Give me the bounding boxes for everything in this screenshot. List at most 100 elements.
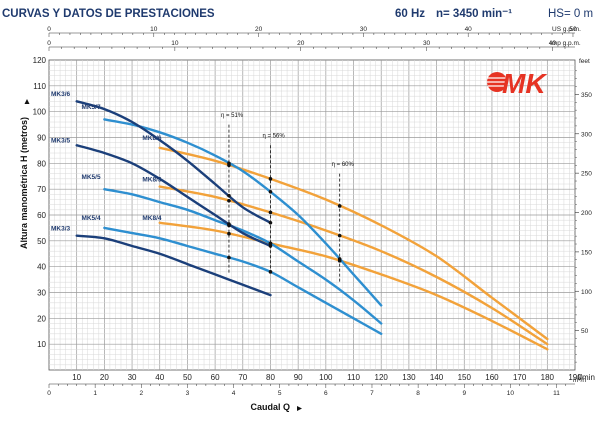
m3h-unit-label: m³/h (573, 377, 586, 384)
x-tick-label: 180 (541, 373, 555, 382)
efficiency-point (268, 270, 273, 274)
curve-label-mk5-7: MK5/7 (81, 104, 101, 111)
curve-label-mk3-3: MK3/3 (51, 226, 71, 233)
efficiency-point (268, 210, 273, 215)
feet-tick-label: 150 (581, 249, 592, 256)
y-tick-label: 110 (33, 82, 46, 91)
efficiency-point (268, 220, 273, 225)
x-axis-arrow-icon (297, 406, 302, 411)
efficiency-point (227, 163, 231, 168)
m3h-tick-label: 7 (370, 390, 374, 397)
x-tick-label: 100 (319, 373, 333, 382)
y-tick-label: 30 (37, 289, 46, 298)
usgpm-unit-label: US g.p.m. (552, 26, 581, 33)
impgpm-unit-label: Imp g.p.m. (550, 40, 581, 47)
usgpm-tick-label: 40 (465, 26, 473, 33)
feet-tick-label: 200 (581, 210, 592, 217)
m3h-tick-label: 5 (278, 390, 282, 397)
efficiency-label-3: η = 60% (332, 162, 355, 168)
curve-label-mk5-4: MK5/4 (81, 215, 101, 222)
m3h-tick-label: 10 (507, 390, 515, 397)
curve-mk8-4 (158, 221, 549, 351)
curve-mk3-5 (75, 144, 272, 248)
curve-label-mk8-4: MK8/4 (142, 215, 162, 222)
impgpm-tick-label: 0 (47, 40, 51, 47)
efficiency-point (268, 189, 273, 194)
chart-title: CURVAS Y DATOS DE PRESTACIONES (2, 8, 215, 20)
efficiency-point (337, 204, 342, 208)
m3h-tick-label: 0 (47, 390, 51, 397)
x-tick-label: 140 (430, 373, 444, 382)
y-tick-label: 90 (37, 134, 46, 143)
y-axis-feet: 50 100 150 200 250 300 350 feet (575, 58, 592, 363)
hs-label: HS= 0 m (548, 8, 593, 20)
curve-mk5-7 (103, 118, 383, 307)
feet-tick-label: 250 (581, 171, 592, 178)
x-tick-label: 10 (72, 373, 81, 382)
x-tick-label: 40 (155, 373, 164, 382)
y-tick-label: 120 (33, 56, 47, 65)
y-tick-label: 40 (37, 263, 46, 272)
usgpm-tick-label: 10 (150, 26, 158, 33)
curve-mk3-3 (75, 234, 272, 297)
curve-mk3-6 (75, 100, 272, 224)
pump-curves: MK3/6 MK3/5 MK3/3 MK5/7 MK5/5 MK5/4 MK8/6 MK8/5… (51, 91, 549, 351)
y-tick-label: 10 (37, 340, 46, 349)
m3h-tick-label: 1 (93, 390, 97, 397)
y-tick-label: 80 (37, 159, 46, 168)
speed-label: n= 3450 min⁻¹ (436, 8, 512, 20)
impgpm-tick-label: 40 (549, 40, 557, 47)
efficiency-point (227, 231, 231, 236)
y-axis-title: Altura manométrica H (metros) (19, 117, 29, 249)
x-tick-label: 170 (513, 373, 527, 382)
efficiency-point (227, 193, 231, 198)
m3h-tick-label: 8 (416, 390, 420, 397)
x-tick-label: 130 (402, 373, 416, 382)
m3h-tick-label: 4 (232, 390, 236, 397)
x-axis-lmin: 10 20 30 40 50 60 70 80 90 100 110 120 130 140 150 160 1… (72, 373, 595, 382)
usgpm-tick-label: 30 (360, 26, 368, 33)
curve-label-mk3-6: MK3/6 (51, 91, 71, 98)
x-axis-title: Caudal Q (250, 402, 290, 412)
efficiency-label-1: η = 51% (221, 113, 244, 119)
m3h-tick-label: 2 (139, 390, 143, 397)
curve-label-mk5-5: MK5/5 (81, 174, 101, 181)
feet-tick-label: 50 (581, 328, 589, 335)
efficiency-point (268, 244, 273, 248)
m3h-tick-label: 6 (324, 390, 328, 397)
grid (48, 59, 576, 371)
m3h-tick-label: 3 (186, 390, 190, 397)
efficiency-point (227, 223, 231, 228)
y-tick-label: 100 (33, 108, 47, 117)
feet-tick-label: 300 (581, 131, 592, 138)
logo-text: MK (502, 68, 547, 99)
efficiency-point (337, 259, 342, 263)
feet-tick-label: 100 (581, 289, 592, 296)
x-tick-label: 30 (128, 373, 137, 382)
curve-mk8-5 (158, 185, 549, 346)
m3h-tick-label: 11 (553, 390, 560, 397)
x-tick-label: 90 (294, 373, 303, 382)
curve-mk5-5 (103, 188, 383, 325)
feet-unit-label: feet (579, 58, 590, 65)
m3h-tick-label: 9 (462, 390, 466, 397)
curve-label-mk8-6: MK8/6 (142, 135, 162, 142)
y-tick-label: 70 (37, 185, 46, 194)
efficiency-point (227, 255, 231, 260)
x-tick-label: 110 (347, 373, 360, 382)
x-tick-label: 20 (100, 373, 109, 382)
x-tick-label: 80 (266, 373, 275, 382)
y-tick-label: 60 (37, 211, 46, 220)
y-tick-label: 20 (37, 314, 46, 323)
x-tick-label: 160 (485, 373, 499, 382)
impgpm-tick-label: 20 (297, 40, 305, 47)
x-tick-label: 120 (375, 373, 389, 382)
y-axis-arrow-icon (24, 99, 30, 104)
x-tick-label: 70 (238, 373, 247, 382)
x-tick-label: 150 (458, 373, 472, 382)
usgpm-tick-label: 20 (255, 26, 263, 33)
mk-logo: MK (487, 68, 547, 99)
x-tick-label: 50 (183, 373, 192, 382)
curve-mk5-4 (103, 226, 383, 335)
